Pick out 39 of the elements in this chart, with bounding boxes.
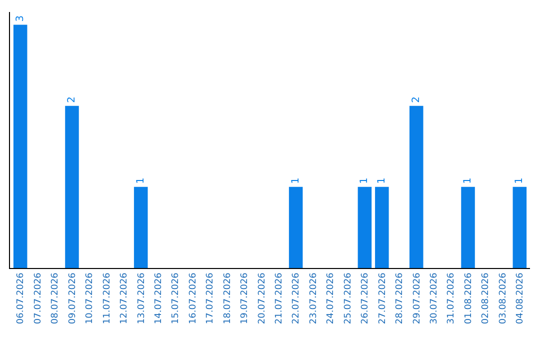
x-tick-label: 21.07.2026 — [274, 272, 285, 324]
x-tick-label: 24.07.2026 — [326, 272, 336, 324]
x-tick-label: 29.07.2026 — [412, 272, 422, 324]
x-tick-label: 22.07.2026 — [292, 272, 302, 324]
x-tick-label: 17.07.2026 — [206, 272, 216, 324]
x-tick-label: 13.07.2026 — [136, 272, 147, 324]
x-tick-label: 31.07.2026 — [446, 272, 457, 324]
x-tick-label: 25.07.2026 — [343, 272, 354, 324]
x-tick-label: 12.07.2026 — [120, 272, 130, 324]
x-tick-label: 02.08.2026 — [481, 272, 492, 324]
x-tick-label: 01.08.2026 — [464, 272, 474, 324]
x-tick-label: 26.07.2026 — [360, 272, 371, 324]
x-tick-label: 23.07.2026 — [308, 272, 319, 324]
x-tick-label: 18.07.2026 — [222, 272, 233, 324]
x-tick-label: 20.07.2026 — [257, 272, 268, 324]
x-tick-label: 27.07.2026 — [378, 272, 388, 324]
x-tick-label: 07.07.2026 — [33, 272, 44, 324]
x-tick-label: 09.07.2026 — [68, 272, 78, 324]
data-label: 1 — [462, 178, 474, 184]
data-label: 2 — [66, 96, 78, 103]
x-tick-label: 08.07.2026 — [50, 272, 61, 324]
data-label: 1 — [376, 178, 388, 184]
data-label: 3 — [14, 15, 26, 22]
data-label: 1 — [514, 178, 526, 184]
x-tick-label: 28.07.2026 — [395, 272, 406, 324]
data-label: 2 — [410, 96, 422, 103]
data-label: 1 — [359, 178, 370, 184]
x-tick-label: 14.07.2026 — [154, 272, 164, 324]
x-tick-label: 11.07.2026 — [102, 272, 112, 324]
x-tick-label: 10.07.2026 — [85, 272, 96, 324]
x-tick-label: 16.07.2026 — [188, 272, 198, 324]
data-label: 1 — [135, 178, 146, 184]
x-tick-label: 06.07.2026 — [16, 272, 26, 324]
x-tick-label: 30.07.2026 — [430, 272, 440, 324]
x-tick-label: 19.07.2026 — [240, 272, 250, 324]
x-tick-label: 15.07.2026 — [171, 272, 182, 324]
x-tick-label: 04.08.2026 — [516, 272, 526, 324]
x-tick-label: 03.08.2026 — [498, 272, 508, 324]
data-label: 1 — [290, 178, 302, 184]
